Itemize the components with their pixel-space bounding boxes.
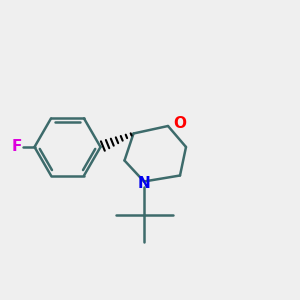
Text: F: F (11, 139, 22, 154)
Text: O: O (173, 116, 186, 130)
Text: N: N (138, 176, 150, 190)
